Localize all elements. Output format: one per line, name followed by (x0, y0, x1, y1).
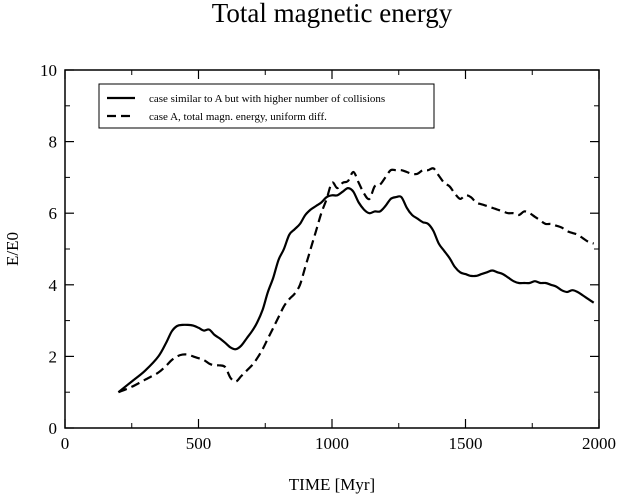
y-tick-label: 0 (49, 419, 58, 438)
y-axis-label: E/E0 (3, 232, 22, 266)
legend-label: case similar to A but with higher number… (149, 93, 385, 105)
series-line-higher-collisions-solid (117, 187, 595, 394)
x-tick-label: 2000 (582, 434, 616, 453)
series-line-case-a-dashed (117, 167, 595, 394)
x-tick-label: 1500 (449, 434, 483, 453)
x-tick-label: 1000 (315, 434, 349, 453)
legend-label: case A, total magn. energy, uniform diff… (149, 111, 327, 123)
y-tick-label: 8 (49, 133, 58, 152)
legend: case similar to A but with higher number… (98, 83, 435, 129)
legend-box (98, 83, 435, 129)
chart-title: Total magnetic energy (212, 0, 453, 28)
x-tick-label: 0 (61, 434, 70, 453)
x-axis-label: TIME [Myr] (289, 475, 375, 494)
y-tick-label: 6 (49, 204, 58, 223)
y-tick-label: 10 (40, 61, 57, 80)
y-tick-label: 2 (49, 347, 58, 366)
y-tick-label: 4 (49, 276, 58, 295)
x-tick-label: 500 (186, 434, 212, 453)
